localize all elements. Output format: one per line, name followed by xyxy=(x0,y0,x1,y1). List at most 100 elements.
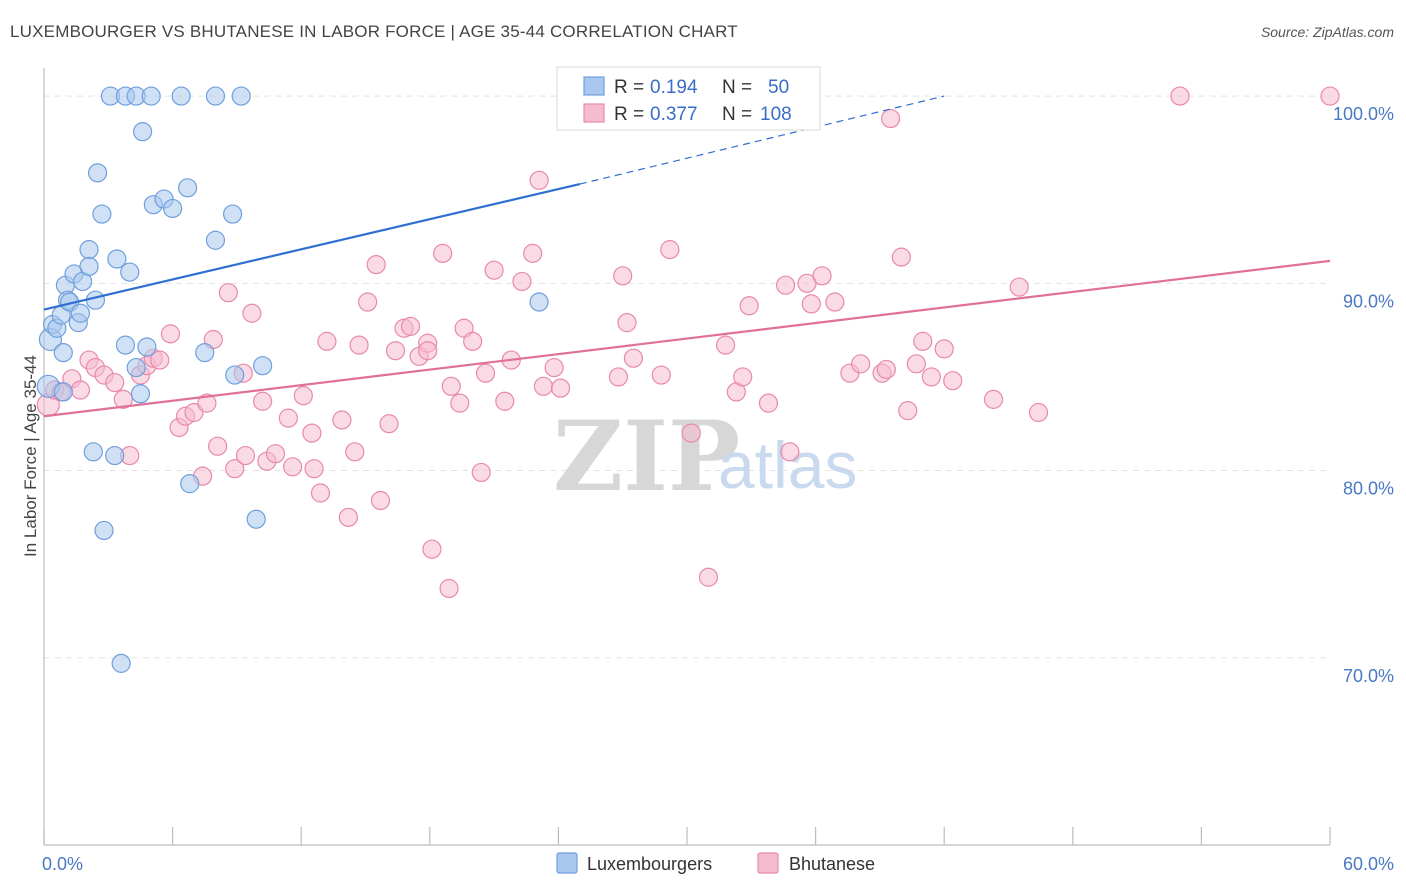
bhutanese-point-38 xyxy=(332,410,352,430)
bhutanese-point-79 xyxy=(733,367,753,387)
legend-r-label-1: R = xyxy=(614,77,644,98)
luxembourger-point-25 xyxy=(115,335,136,355)
bhutanese-point-93 xyxy=(891,247,911,267)
luxembourger-point-41 xyxy=(205,86,226,106)
bhutanese-point-58 xyxy=(471,462,491,483)
bhutanese-point-94 xyxy=(898,401,918,421)
bhutanese-point-51 xyxy=(422,539,442,559)
bhutanese-point-98 xyxy=(934,339,954,359)
bhutanese-point-32 xyxy=(283,457,303,477)
bottom-legend-swatch-bhutanese xyxy=(757,852,779,874)
bhutanese-point-4 xyxy=(70,380,91,400)
bhutanese-point-57 xyxy=(463,331,483,351)
luxembourger-point-17 xyxy=(85,290,106,310)
luxembourger-point-39 xyxy=(180,474,200,494)
bhutanese-point-65 xyxy=(529,170,549,190)
luxembourger-point-22 xyxy=(105,445,125,466)
luxembourger-point-6 xyxy=(53,382,73,402)
bhutanese-point-59 xyxy=(475,363,496,383)
luxembourger-points xyxy=(36,86,590,673)
bhutanese-point-44 xyxy=(370,490,391,511)
bhutanese-point-22 xyxy=(208,436,228,456)
luxembourger-trend-line xyxy=(43,183,581,311)
legend-n-value-1: 50 xyxy=(768,77,789,98)
y-tick-labels: 70.0% 80.0% 90.0% 100.0% xyxy=(1333,104,1394,686)
bhutanese-point-41 xyxy=(349,335,369,355)
bhutanese-point-86 xyxy=(812,266,832,286)
bhutanese-point-70 xyxy=(613,266,633,286)
bhutanese-point-99 xyxy=(943,371,963,391)
luxembourger-point-30 xyxy=(130,384,151,404)
bhutanese-point-14 xyxy=(150,350,170,370)
legend-r-value-1: 0.194 xyxy=(650,77,698,98)
luxembourger-point-37 xyxy=(171,86,191,106)
luxembourger-point-20 xyxy=(94,520,114,541)
bhutanese-point-68 xyxy=(550,378,571,398)
bhutanese-point-61 xyxy=(495,391,515,411)
y-axis-label: In Labor Force | Age 35-44 xyxy=(21,355,40,557)
luxembourger-point-38 xyxy=(178,178,198,198)
bhutanese-point-31 xyxy=(278,408,298,428)
bhutanese-point-30 xyxy=(265,444,286,464)
bhutanese-point-40 xyxy=(345,442,365,462)
bhutanese-point-18 xyxy=(184,402,204,423)
luxembourger-point-47 xyxy=(253,356,273,376)
bhutanese-point-20 xyxy=(197,393,217,413)
bhutanese-point-52 xyxy=(433,243,453,263)
bhutanese-point-92 xyxy=(881,108,901,129)
luxembourger-point-27 xyxy=(120,262,140,282)
bhutanese-point-46 xyxy=(385,341,406,361)
bhutanese-point-101 xyxy=(1009,277,1029,297)
bottom-legend-label-luxembourgers: Luxembourgers xyxy=(587,854,712,874)
bhutanese-point-43 xyxy=(366,254,386,275)
x-tick-label-min: 0.0% xyxy=(42,854,83,874)
legend-r-value-2: 0.377 xyxy=(650,104,698,125)
bhutanese-point-28 xyxy=(253,391,273,411)
gridlines xyxy=(44,95,1330,659)
luxembourger-point-43 xyxy=(223,204,243,224)
bhutanese-point-103 xyxy=(1170,86,1190,106)
luxembourger-point-46 xyxy=(246,509,266,529)
luxembourger-point-29 xyxy=(126,357,146,378)
legend-swatch-bhutanese xyxy=(583,103,605,123)
luxembourger-point-5 xyxy=(53,342,73,363)
bhutanese-point-91 xyxy=(876,359,896,380)
bhutanese-point-54 xyxy=(441,376,461,396)
luxembourger-point-23 xyxy=(107,249,127,269)
y-tick-label-3: 100.0% xyxy=(1333,104,1394,124)
bottom-legend-swatch-luxembourgers xyxy=(556,852,578,874)
bhutanese-point-15 xyxy=(160,324,181,344)
luxembourger-point-36 xyxy=(163,198,183,219)
luxembourger-point-31 xyxy=(132,122,153,142)
luxembourger-point-45 xyxy=(231,86,251,106)
bhutanese-point-55 xyxy=(450,393,470,413)
bhutanese-point-102 xyxy=(1028,402,1049,423)
bhutanese-point-76 xyxy=(698,567,719,587)
bhutanese-point-105 xyxy=(418,341,438,361)
bhutanese-point-8 xyxy=(105,372,125,393)
bhutanese-point-74 xyxy=(660,240,680,260)
y-tick-label-0: 70.0% xyxy=(1343,666,1394,686)
bhutanese-point-64 xyxy=(523,243,543,263)
bhutanese-point-73 xyxy=(651,365,671,385)
trend-lines xyxy=(43,95,1331,418)
bhutanese-trend-line xyxy=(43,259,1331,418)
bhutanese-point-53 xyxy=(439,578,459,599)
luxembourger-point-32 xyxy=(137,337,157,357)
bhutanese-point-97 xyxy=(921,367,941,387)
luxembourger-point-33 xyxy=(141,86,161,106)
bhutanese-point-23 xyxy=(218,283,238,303)
x-tick-label-max: 60.0% xyxy=(1343,854,1394,874)
bhutanese-point-36 xyxy=(310,483,331,503)
bhutanese-point-77 xyxy=(715,335,736,355)
luxembourger-point-15 xyxy=(79,256,99,277)
bhutanese-point-9 xyxy=(113,389,133,409)
bhutanese-point-26 xyxy=(235,445,256,466)
legend-n-value-2: 108 xyxy=(760,104,792,125)
luxembourger-point-42 xyxy=(205,230,226,250)
watermark-atlas: atlas xyxy=(718,428,857,502)
bhutanese-point-66 xyxy=(533,376,553,396)
luxembourger-point-40 xyxy=(195,342,215,363)
legend-box: R = 0.194 N = 50 R = 0.377 N = 108 xyxy=(556,66,821,131)
